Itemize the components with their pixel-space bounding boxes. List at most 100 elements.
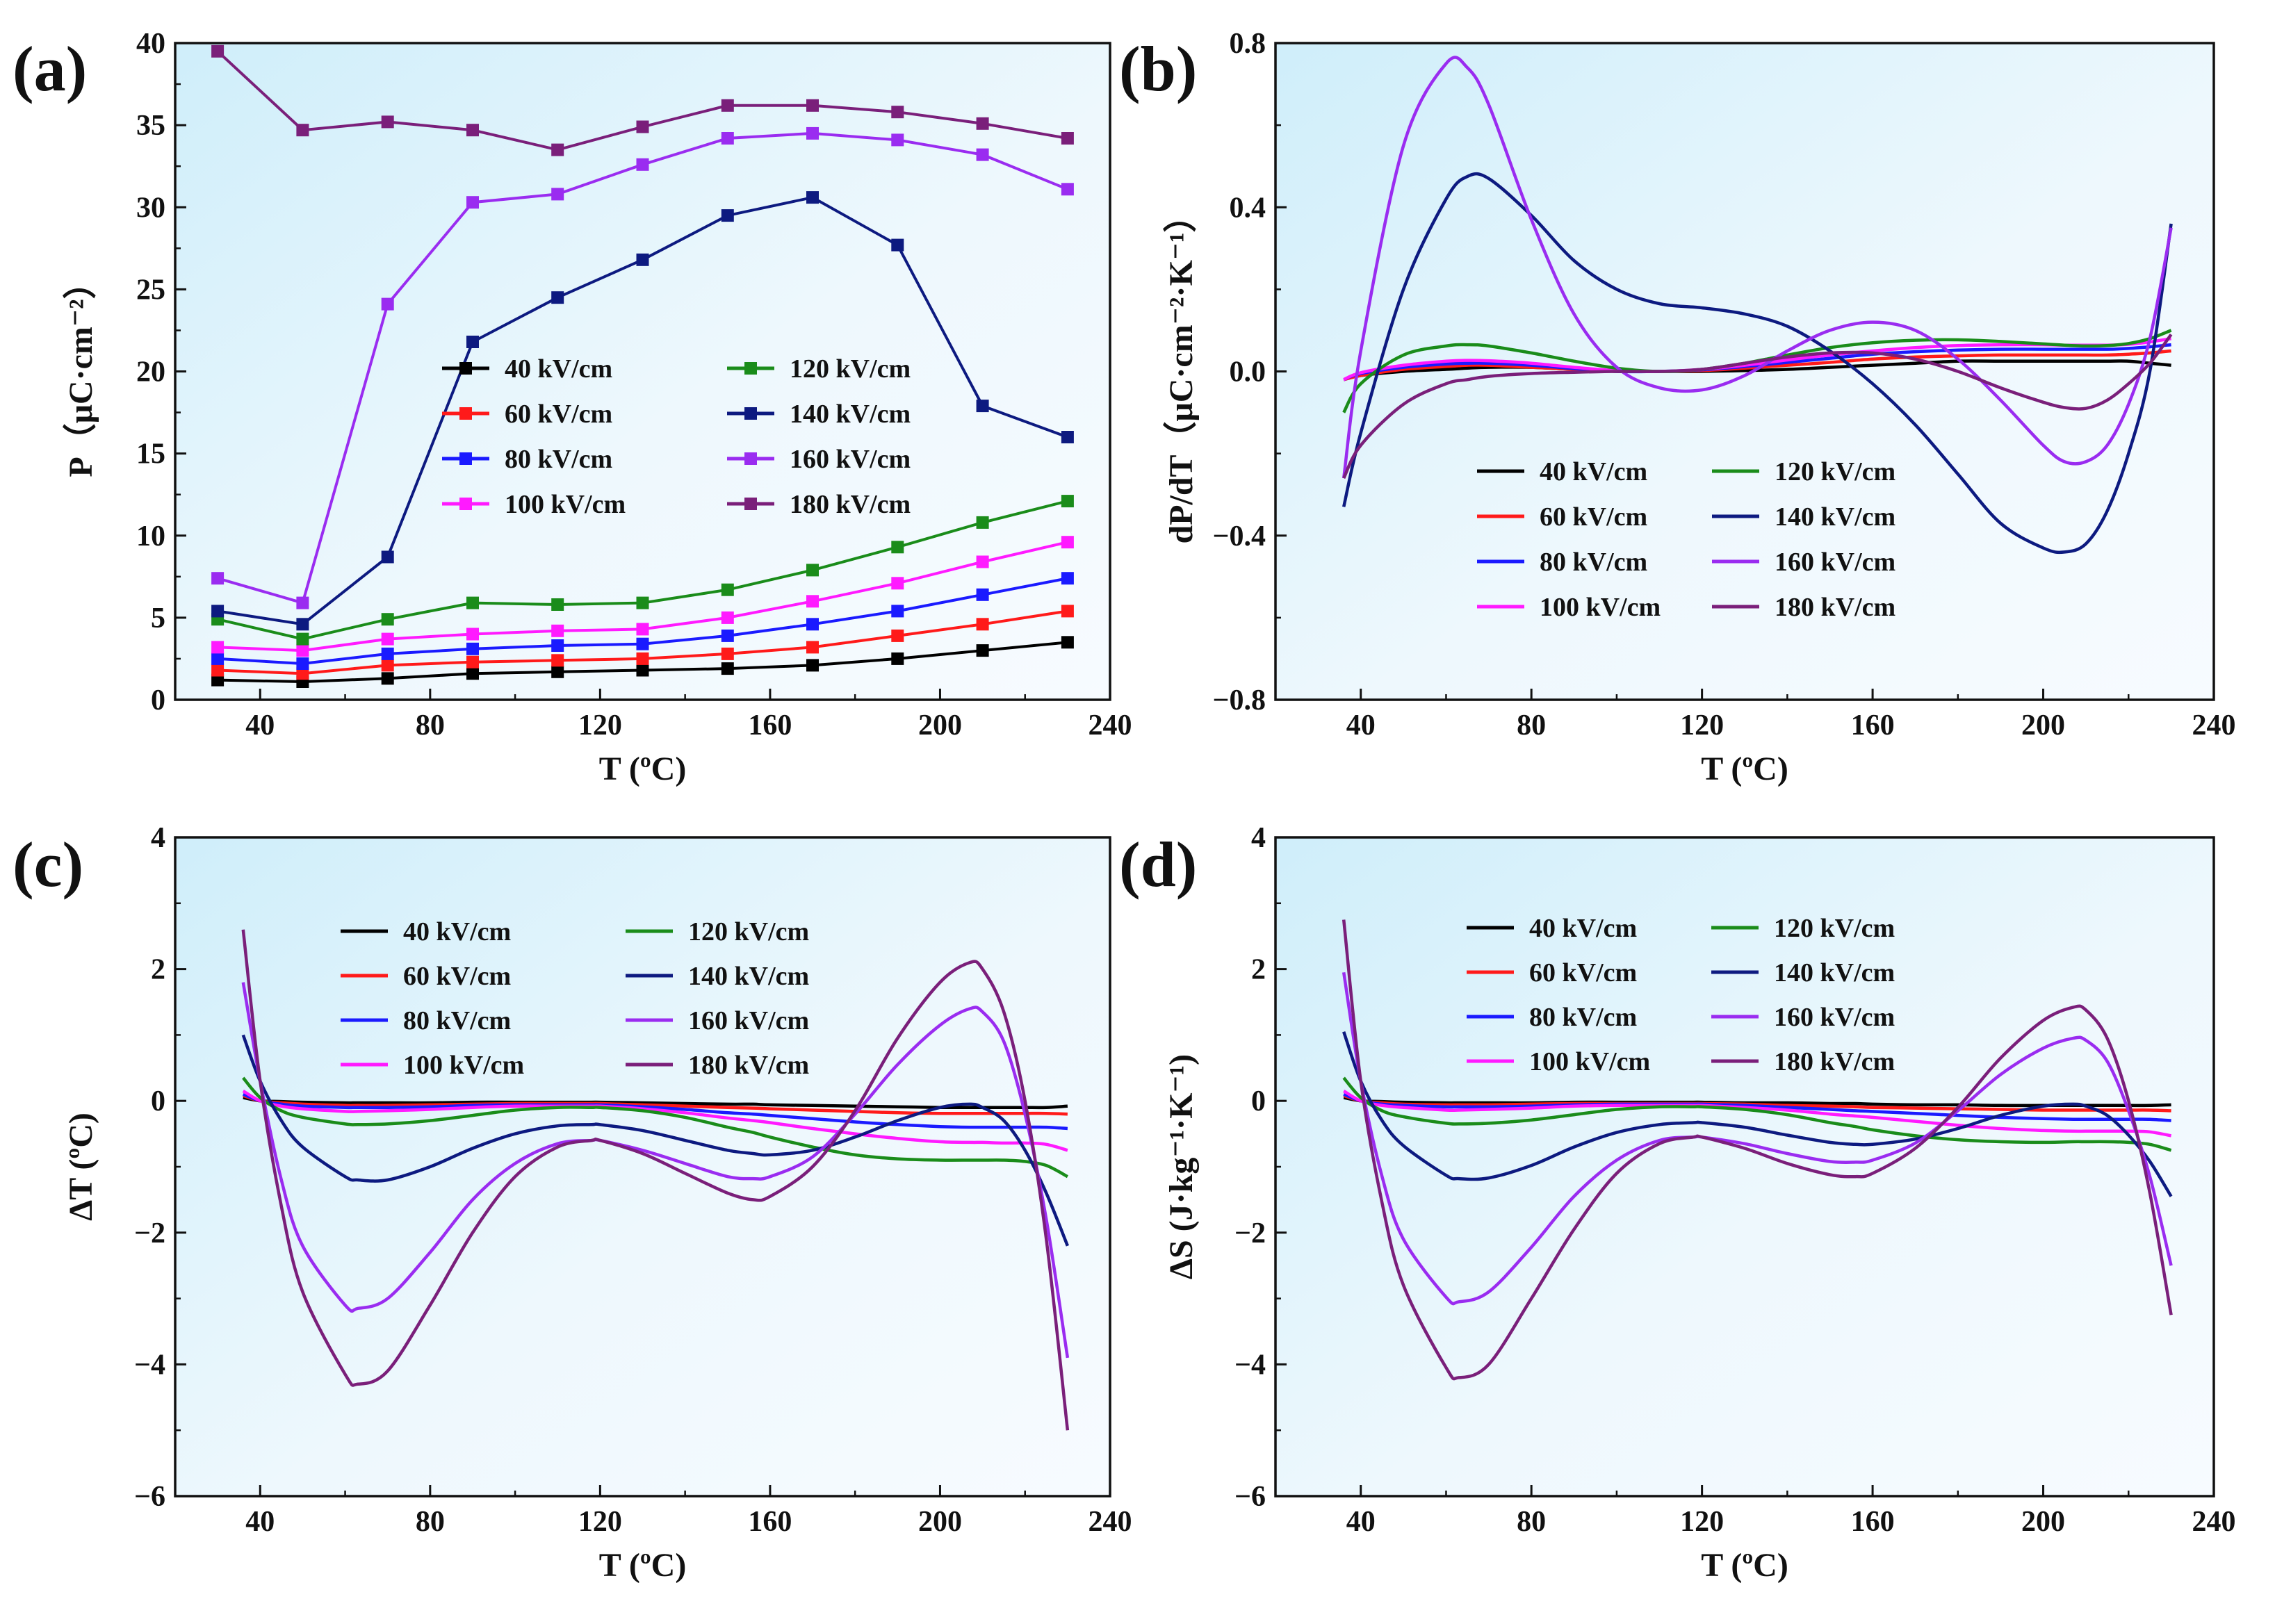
data-point-marker bbox=[296, 632, 309, 646]
legend-item: 140 kV/cm bbox=[1712, 502, 1895, 532]
x-axis-title: T (ºC) bbox=[1701, 1547, 1788, 1584]
data-point-marker bbox=[891, 577, 904, 590]
legend-label: 80 kV/cm bbox=[505, 445, 612, 474]
y-tick-label: −6 bbox=[134, 1481, 165, 1513]
x-tick-label: 200 bbox=[918, 1506, 962, 1538]
data-point-marker bbox=[211, 664, 225, 677]
series-60kvcm bbox=[1343, 349, 2171, 382]
series-group bbox=[1342, 56, 2173, 555]
x-tick-label: 40 bbox=[245, 710, 275, 741]
legend-item: 40 kV/cm bbox=[341, 917, 511, 946]
panel-label: (c) bbox=[13, 829, 83, 900]
data-point-marker bbox=[381, 632, 394, 646]
data-point-marker bbox=[466, 655, 479, 669]
x-tick-label: 240 bbox=[2192, 1506, 2236, 1538]
data-point-marker bbox=[551, 624, 564, 637]
data-point-marker bbox=[891, 629, 904, 642]
data-point-marker bbox=[551, 188, 564, 201]
legend-label: 100 kV/cm bbox=[403, 1051, 524, 1080]
legend-item: 180 kV/cm bbox=[1712, 593, 1895, 622]
legend-label: 60 kV/cm bbox=[1529, 958, 1637, 987]
x-tick-label: 80 bbox=[1517, 1506, 1546, 1538]
data-point-marker bbox=[806, 99, 819, 112]
data-point-marker bbox=[806, 126, 819, 140]
data-point-marker bbox=[296, 596, 309, 609]
y-tick-label: −6 bbox=[1234, 1481, 1266, 1513]
data-point-marker bbox=[551, 291, 564, 304]
data-point-marker bbox=[466, 124, 479, 137]
data-point-marker bbox=[976, 117, 989, 130]
series-180kvcm bbox=[1342, 333, 2173, 479]
data-point-marker bbox=[296, 124, 309, 137]
data-point-marker bbox=[551, 598, 564, 611]
y-tick-label: 4 bbox=[151, 822, 165, 854]
legend-label: 160 kV/cm bbox=[1774, 1003, 1895, 1032]
data-point-marker bbox=[466, 667, 479, 680]
x-tick-label: 240 bbox=[1088, 710, 1132, 741]
legend-item: 160 kV/cm bbox=[1711, 1003, 1895, 1032]
series-curve bbox=[241, 1034, 1069, 1247]
y-tick-label: 30 bbox=[136, 192, 165, 224]
legend-label: 140 kV/cm bbox=[790, 400, 911, 429]
x-tick-label: 120 bbox=[1680, 710, 1724, 741]
legend-item: 140 kV/cm bbox=[1711, 958, 1895, 987]
series-140kvcm bbox=[241, 1034, 1069, 1247]
series-160kvcm bbox=[211, 126, 1074, 609]
data-point-marker bbox=[976, 588, 989, 601]
y-tick-label: 40 bbox=[136, 28, 165, 60]
panel-d: 40 80 120 160 200 240 −6 −4 −2 0 2 4 T (ºC) ΔS (J·kg⁻… bbox=[1119, 822, 2236, 1584]
data-point-marker bbox=[551, 654, 564, 667]
data-point-marker bbox=[636, 596, 649, 609]
series-curve bbox=[1343, 349, 2171, 382]
panel-c: 40 80 120 160 200 240 −6 −4 −2 0 2 4 T (ºC) ΔT (ºC) (c… bbox=[13, 822, 1132, 1584]
data-point-marker bbox=[976, 516, 989, 529]
legend-label: 180 kV/cm bbox=[1774, 1047, 1895, 1076]
series-80kvcm bbox=[1343, 343, 2171, 382]
y-tick-label: 4 bbox=[1251, 822, 1266, 854]
data-point-marker bbox=[466, 642, 479, 655]
legend-label: 120 kV/cm bbox=[1775, 457, 1895, 486]
legend-swatch-marker bbox=[459, 452, 472, 465]
data-point-marker bbox=[636, 120, 649, 133]
y-tick-label: 0.8 bbox=[1230, 28, 1266, 60]
data-point-marker bbox=[1061, 132, 1074, 145]
legend-label: 60 kV/cm bbox=[505, 400, 612, 429]
legend: 40 kV/cm 60 kV/cm 80 kV/cm 100 kV/cm 120 kV/… bbox=[341, 917, 809, 1080]
legend-item: 60 kV/cm bbox=[1467, 958, 1637, 987]
y-tick-label: 0 bbox=[151, 1085, 165, 1117]
plot-area bbox=[1275, 837, 2214, 1496]
data-point-marker bbox=[1061, 183, 1074, 196]
x-tick-label: 80 bbox=[1517, 710, 1546, 741]
y-tick-label: 0.4 bbox=[1230, 192, 1266, 224]
data-point-marker bbox=[636, 623, 649, 636]
series-80kvcm bbox=[211, 572, 1074, 670]
data-point-marker bbox=[721, 647, 734, 660]
series-180kvcm bbox=[211, 44, 1074, 156]
data-point-marker bbox=[381, 115, 394, 129]
data-point-marker bbox=[891, 106, 904, 119]
series-120kvcm bbox=[242, 1076, 1068, 1179]
legend-swatch-marker bbox=[744, 407, 757, 420]
x-tick-label: 160 bbox=[748, 1506, 792, 1538]
x-axis-title: T (ºC) bbox=[1701, 751, 1788, 787]
data-point-marker bbox=[466, 628, 479, 641]
y-tick-label: −4 bbox=[1234, 1349, 1266, 1381]
series-curve bbox=[1342, 56, 2173, 479]
legend-label: 60 kV/cm bbox=[1540, 502, 1647, 532]
data-point-marker bbox=[381, 613, 394, 626]
legend: 40 kV/cm 60 kV/cm 80 kV/cm 100 kV/cm 120 kV/… bbox=[1467, 914, 1895, 1076]
legend-item: 80 kV/cm bbox=[1477, 548, 1647, 577]
data-point-marker bbox=[806, 641, 819, 654]
data-point-marker bbox=[636, 637, 649, 650]
series-curve bbox=[243, 1096, 1068, 1110]
y-tick-label: 0.0 bbox=[1230, 356, 1266, 388]
series-curve bbox=[241, 982, 1070, 1359]
legend-label: 100 kV/cm bbox=[1540, 593, 1661, 622]
legend-item: 140 kV/cm bbox=[626, 962, 809, 991]
legend-item: 100 kV/cm bbox=[1477, 593, 1661, 622]
series-160kvcm bbox=[1342, 56, 2173, 479]
data-point-marker bbox=[381, 297, 394, 311]
series-60kvcm bbox=[243, 1094, 1068, 1116]
data-point-marker bbox=[721, 629, 734, 642]
data-point-marker bbox=[1061, 572, 1074, 585]
